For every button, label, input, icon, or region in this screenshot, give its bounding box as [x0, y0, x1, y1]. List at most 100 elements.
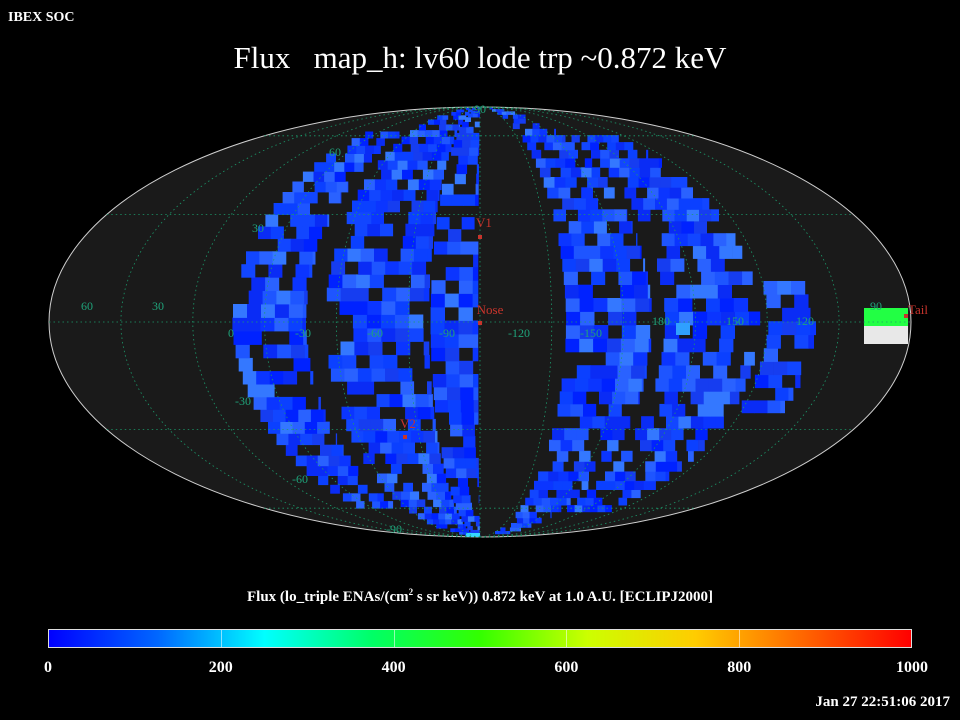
flux-pixel [451, 519, 458, 525]
flux-pixel [324, 162, 335, 172]
flux-pixel [592, 416, 606, 429]
flux-pixel [385, 368, 399, 382]
flux-pixel [604, 416, 618, 429]
flux-pixel [454, 528, 460, 533]
flux-pixel [593, 497, 603, 506]
flux-pixel [467, 526, 473, 531]
flux-pixel [643, 258, 646, 272]
flux-pixel [437, 189, 440, 201]
flux-pixel [605, 480, 616, 490]
flux-pixel [627, 177, 639, 188]
flux-pixel [522, 511, 530, 519]
flux-pixel [560, 167, 572, 178]
flux-pixel [590, 209, 603, 222]
flux-pixel [645, 471, 656, 482]
flux-pixel [374, 248, 388, 262]
flux-pixel [692, 245, 707, 259]
flux-pixel [273, 203, 286, 215]
flux-pixel [354, 341, 369, 356]
flux-pixel [424, 130, 433, 137]
flux-pixel [544, 142, 554, 151]
flux-pixel [693, 311, 708, 326]
flux-pixel [777, 281, 792, 295]
flux-pixel [450, 486, 461, 496]
flux-pixel [398, 368, 413, 382]
flux-pixel [289, 331, 304, 345]
flux-pixel [409, 287, 425, 302]
flux-pixel [274, 304, 290, 318]
flux-pixel [453, 115, 459, 120]
flux-pixel [631, 221, 633, 234]
flux-pixel [597, 233, 611, 247]
flux-pixel [722, 378, 736, 392]
flux-pixel [265, 277, 280, 291]
flux-pixel [420, 211, 434, 225]
flux-pixel [422, 169, 434, 180]
flux-pixel [567, 505, 575, 513]
flux-pixel [432, 374, 447, 388]
flux-pixel [591, 271, 606, 285]
flux-pixel [669, 187, 682, 199]
flux-pixel [291, 344, 306, 359]
flux-pixel [665, 450, 678, 462]
flux-pixel [272, 251, 287, 265]
flux-pixel [690, 416, 704, 429]
flux-pixel [354, 153, 365, 163]
flux-pixel [530, 135, 539, 143]
flux-pixel [444, 320, 459, 335]
flux-pixel [317, 421, 330, 434]
flux-pixel [359, 138, 369, 146]
flux-pixel [735, 378, 746, 392]
flux-pixel [449, 412, 462, 425]
flux-pixel [431, 347, 446, 362]
flux-pixel [717, 284, 732, 299]
colorbar-tick [738, 630, 740, 647]
flux-pixel [460, 147, 470, 156]
flux-pixel [427, 381, 432, 395]
flux-pixel [458, 293, 473, 308]
flux-pixel [596, 480, 606, 490]
flux-pixel [314, 181, 327, 193]
flux-pixel [468, 113, 474, 118]
flux-pixel [660, 177, 672, 188]
flux-pixel [558, 187, 571, 199]
flux-pixel [543, 480, 554, 490]
flux-pixel [422, 463, 434, 474]
flux-pixel [590, 365, 605, 379]
flux-pixel [561, 378, 576, 392]
flux-pixel [666, 416, 679, 429]
flux-pixel [550, 511, 552, 519]
flux-pixel [726, 233, 736, 247]
flux-pixel [454, 173, 466, 185]
flux-pixel [396, 341, 411, 356]
flux-pixel [360, 381, 375, 395]
flux-pixel [292, 181, 304, 193]
flux-pixel [572, 439, 585, 452]
flux-pixel [571, 233, 585, 247]
flux-pixel [297, 203, 310, 215]
flux-pixel [363, 153, 372, 163]
flux-pixel [553, 209, 566, 222]
flux-pixel [794, 294, 809, 309]
flux-pixel [664, 391, 678, 405]
flux-pixel [451, 147, 461, 156]
flux-pixel [548, 471, 559, 482]
flux-pixel [573, 245, 588, 259]
flux-pixel [335, 433, 338, 446]
flux-pixel [472, 113, 479, 118]
flux-pixel [565, 158, 576, 168]
flux-pixel [465, 112, 470, 116]
flux-pixel [458, 280, 474, 294]
flux-pixel [514, 527, 520, 532]
flux-pixel [439, 519, 446, 525]
flux-pixel [328, 274, 343, 289]
flux-pixel [276, 290, 291, 305]
flux-pixel [458, 155, 469, 165]
flux-pixel [719, 338, 734, 353]
flux-pixel [280, 421, 293, 434]
flux-pixel [588, 378, 603, 392]
flux-pixel [313, 171, 325, 182]
flux-pixel [305, 192, 318, 204]
flux-pixel [436, 524, 442, 529]
longitude-label: 90 [870, 299, 882, 313]
